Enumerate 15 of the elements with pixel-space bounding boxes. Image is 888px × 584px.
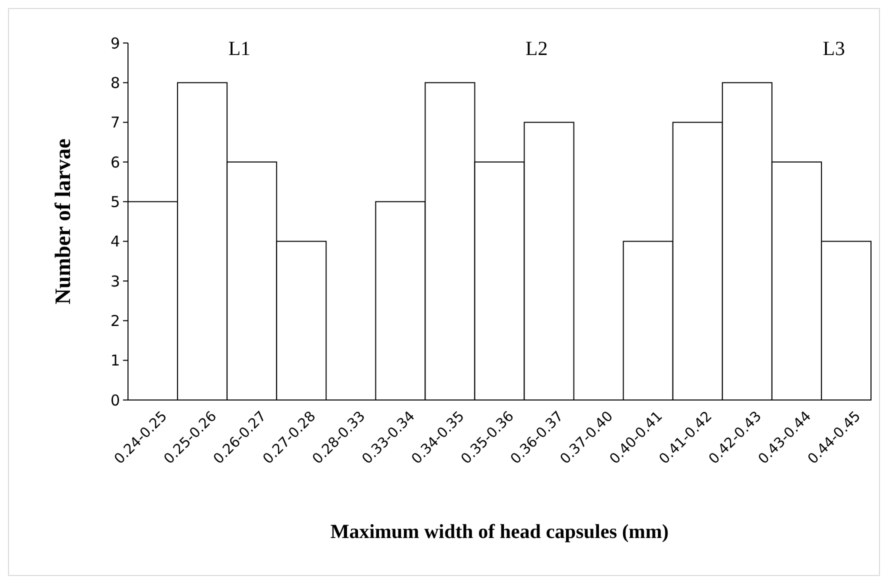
y-tick-label: 7 [110, 114, 120, 132]
annotation: L3 [822, 38, 845, 60]
x-axis-title: Maximum width of head capsules (mm) [330, 521, 669, 543]
y-tick-label: 2 [110, 312, 120, 330]
y-tick-label: 8 [110, 74, 120, 92]
annotation: L1 [228, 38, 251, 60]
y-tick-label: 4 [110, 232, 120, 251]
y-tick-label: 5 [110, 192, 120, 211]
y-tick-label: 9 [110, 34, 120, 52]
annotation: L2 [526, 38, 548, 60]
y-tick-label: 1 [110, 352, 120, 370]
y-axis-title: Number of larvae [50, 138, 75, 304]
y-tick-label: 0 [110, 391, 120, 410]
y-tick-label: 6 [110, 153, 120, 172]
y-tick-label: 3 [110, 272, 120, 290]
